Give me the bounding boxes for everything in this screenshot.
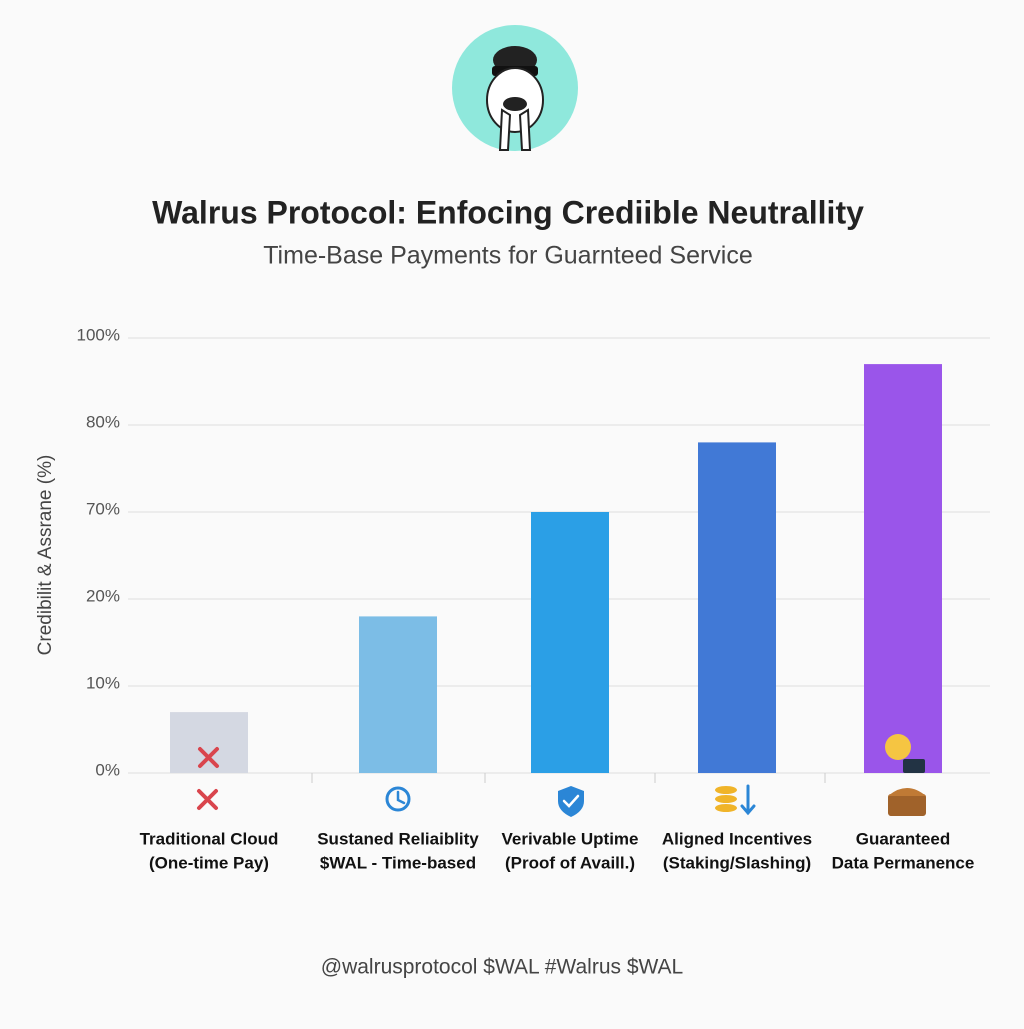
footer: @walrusprotocol $WAL #Walrus $WAL (321, 956, 684, 979)
x-tick-label: Traditional Cloud (140, 829, 279, 848)
x-tick-label: Verivable Uptime (501, 829, 638, 848)
chart-subtitle: Time-Base Payments for Guarnteed Service (263, 242, 753, 270)
x-tick-label: Guaranteed (856, 829, 950, 848)
y-tick-label: 10% (86, 673, 120, 692)
x-tick-label: (Proof of Availl.) (505, 853, 635, 872)
bar (698, 442, 776, 773)
x-tick-label: (Staking/Slashing) (663, 853, 811, 872)
icons (197, 734, 926, 817)
y-tick-label: 100% (77, 325, 120, 344)
x-tick-label: $WAL - Time-based (320, 853, 476, 872)
chart-title: Walrus Protocol: Enfocing Crediible Neut… (152, 194, 864, 230)
y-tick-label: 0% (95, 760, 120, 779)
x-tick-label: Sustaned Reliaiblity (317, 829, 479, 848)
bar (170, 712, 248, 773)
x-tick-label: Data Permanence (832, 853, 975, 872)
x-tick-label: Aligned Incentives (662, 829, 812, 848)
y-tick-label: 80% (86, 412, 120, 431)
y-axis-label: Credibilit & Assrane (%) (35, 455, 56, 656)
logo (452, 25, 578, 151)
y-tick-label: 20% (86, 586, 120, 605)
bar (864, 364, 942, 773)
bar (359, 616, 437, 773)
bar (531, 512, 609, 773)
y-tick-label: 70% (86, 499, 120, 518)
x-tick-label: (One-time Pay) (149, 853, 269, 872)
